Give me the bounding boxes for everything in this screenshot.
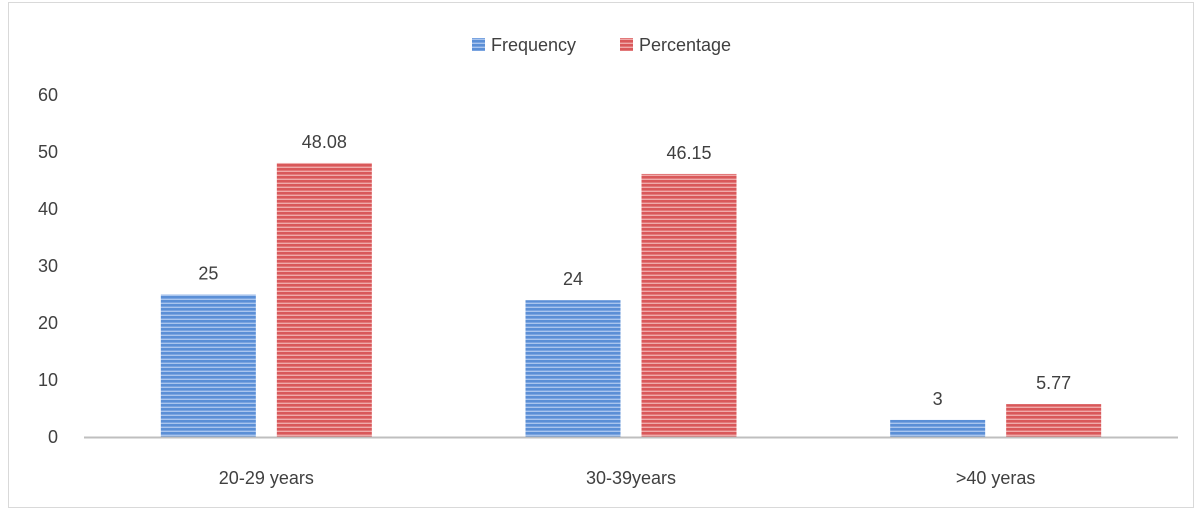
- legend-swatch-frequency: [472, 38, 485, 51]
- bar-frequency-0: [160, 294, 256, 437]
- y-tick-label: 60: [38, 85, 58, 105]
- bar-percentage-2: [1006, 404, 1102, 437]
- legend-swatch-percentage: [620, 38, 633, 51]
- data-label-frequency-2: 3: [933, 389, 943, 409]
- data-label-percentage-0: 48.08: [302, 132, 347, 152]
- y-tick-label: 20: [38, 313, 58, 333]
- legend-label-frequency: Frequency: [491, 35, 576, 55]
- y-axis: 0 10 20 30 40 50 60: [38, 85, 58, 447]
- x-category-label: >40 yeras: [956, 468, 1036, 488]
- y-tick-label: 0: [48, 427, 58, 447]
- data-label-frequency-1: 24: [563, 269, 583, 289]
- data-label-frequency-0: 25: [198, 264, 218, 284]
- legend: Frequency Percentage: [472, 35, 731, 55]
- bar-percentage-0: [276, 162, 372, 437]
- y-tick-label: 50: [38, 142, 58, 162]
- bar-frequency-2: [890, 419, 986, 437]
- bar-percentage-1: [641, 173, 737, 437]
- bar-frequency-1: [525, 300, 621, 437]
- bars: [160, 162, 1102, 437]
- y-tick-label: 40: [38, 199, 58, 219]
- y-tick-label: 10: [38, 370, 58, 390]
- data-label-percentage-1: 46.15: [666, 143, 711, 163]
- x-axis: 20-29 years 30-39years >40 yeras: [84, 436, 1178, 488]
- data-labels: 25 48.08 24 46.15 3 5.77: [198, 132, 1071, 409]
- y-tick-label: 30: [38, 256, 58, 276]
- x-category-label: 30-39years: [586, 468, 676, 488]
- x-category-label: 20-29 years: [219, 468, 314, 488]
- data-label-percentage-2: 5.77: [1036, 373, 1071, 393]
- legend-label-percentage: Percentage: [639, 35, 731, 55]
